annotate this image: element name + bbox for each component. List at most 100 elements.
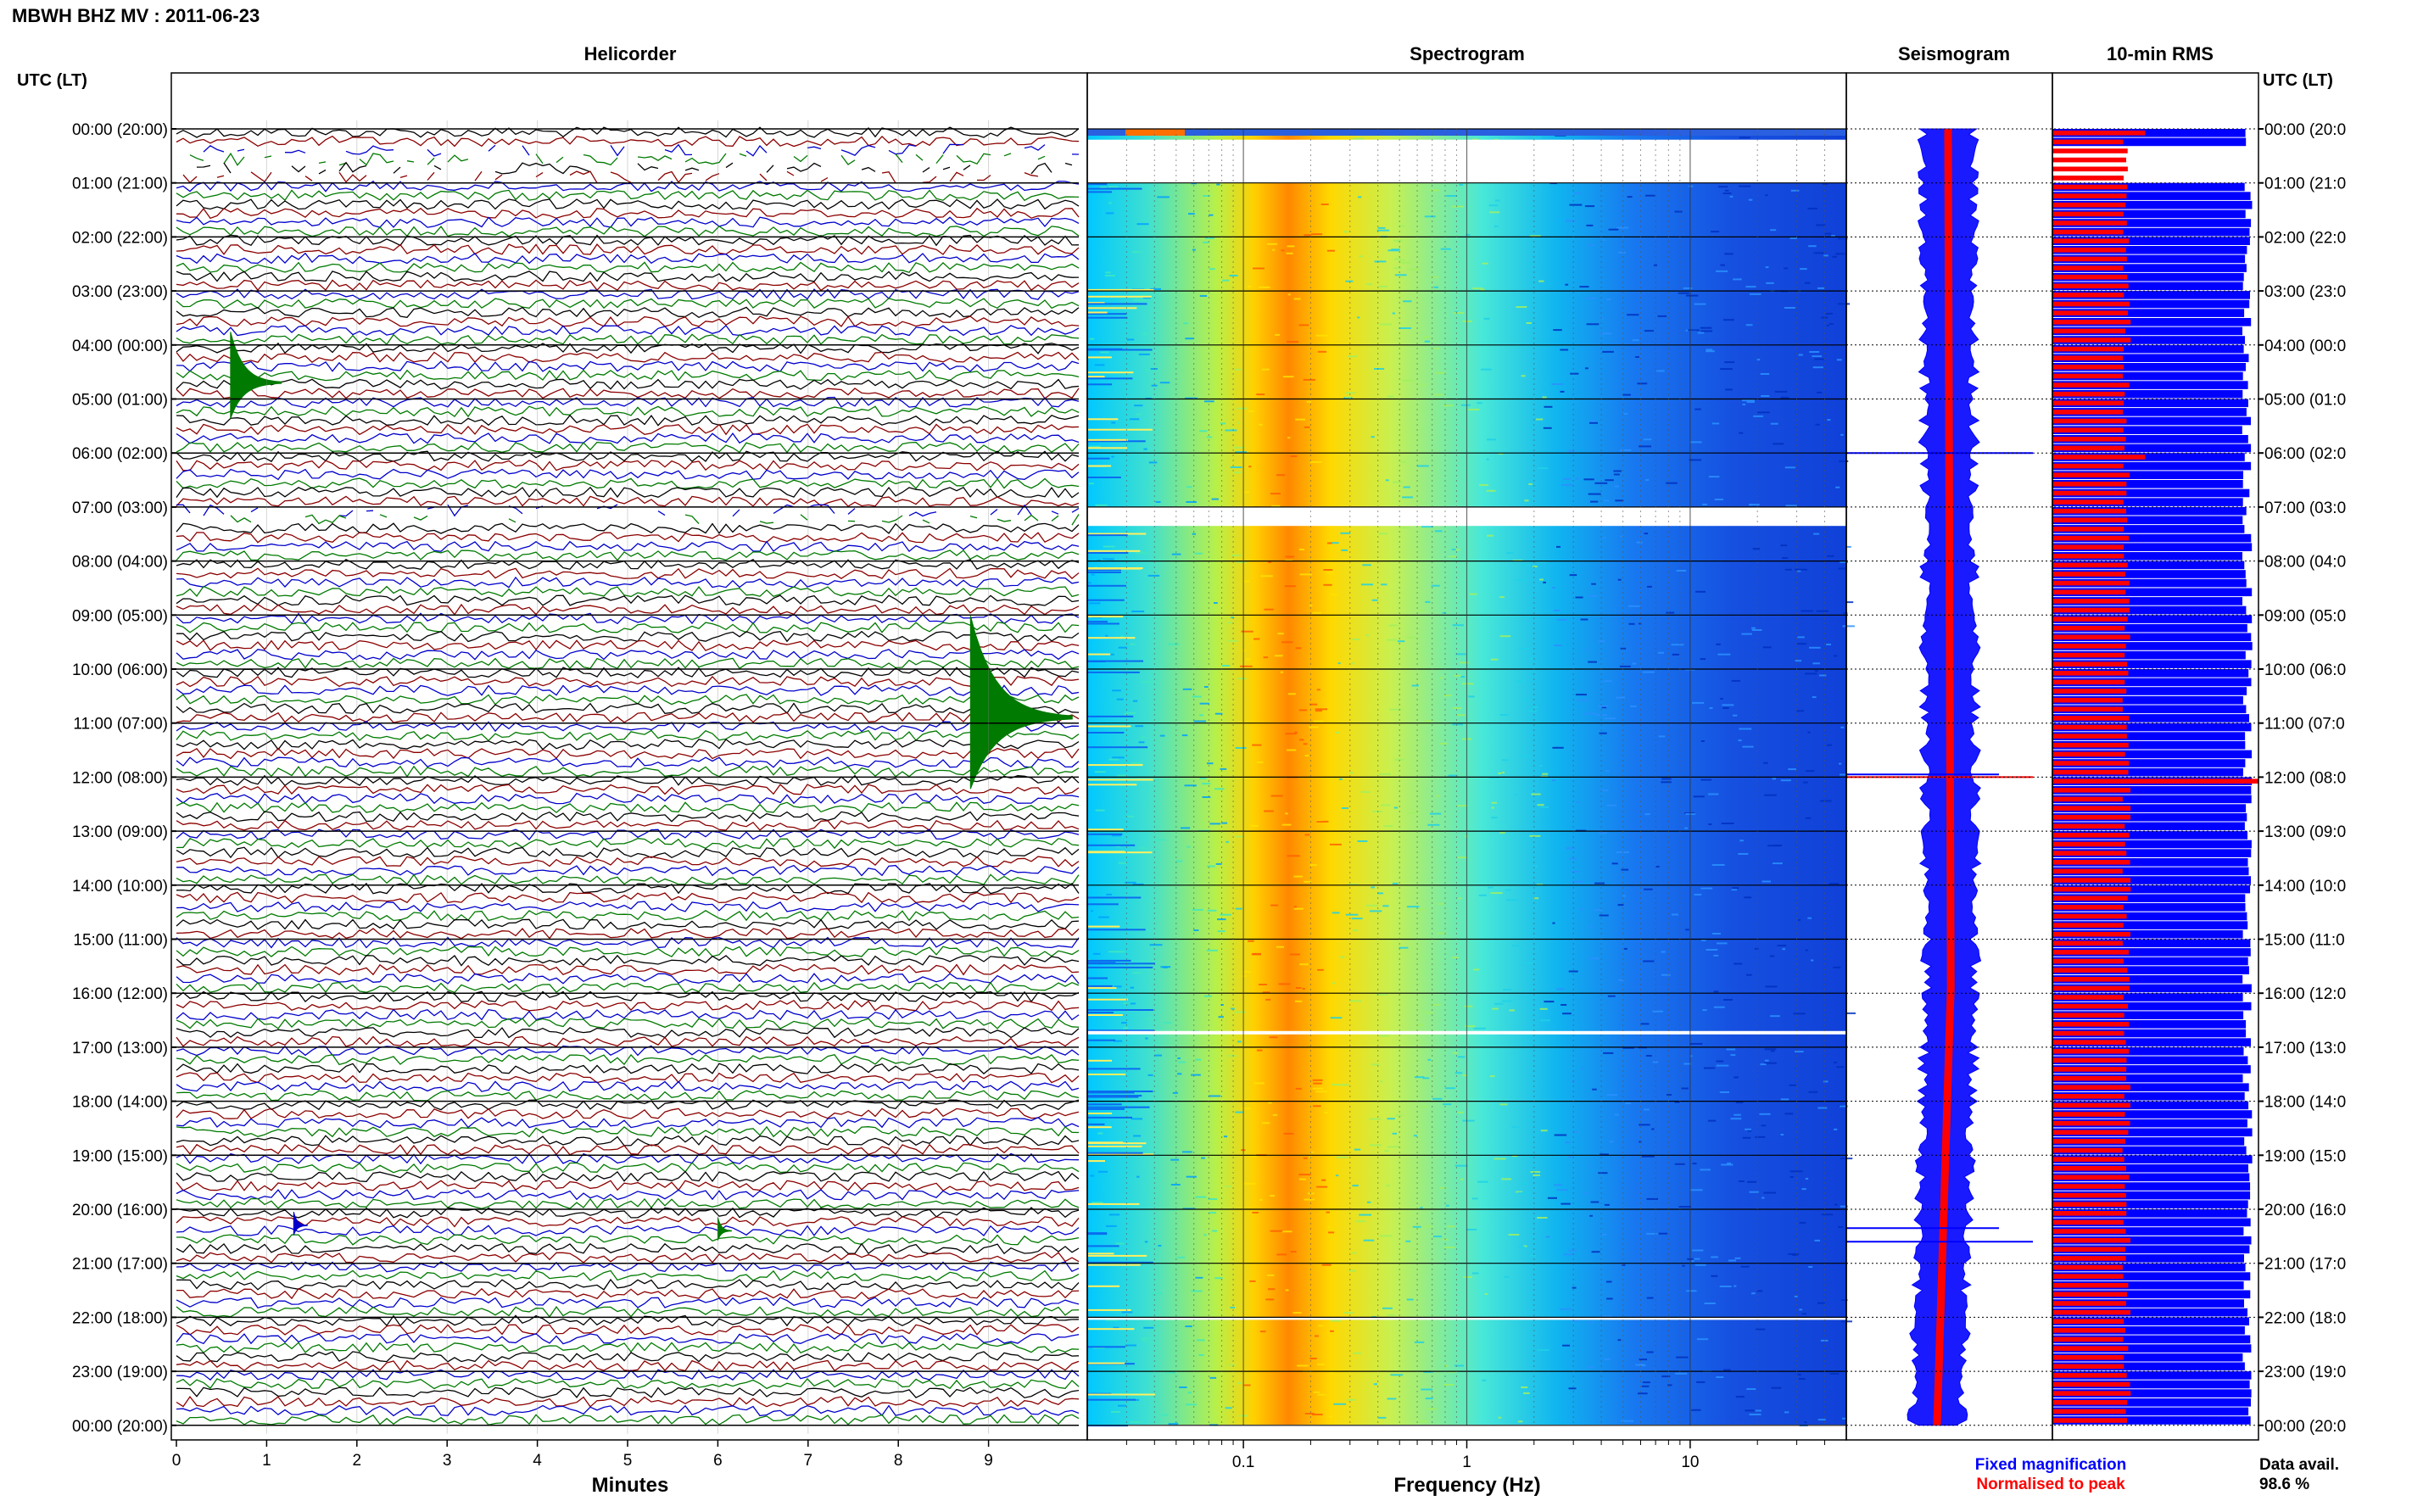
rms-bar-normalised [2052, 1301, 2126, 1306]
spectrogram-streak [1087, 1106, 1150, 1108]
spectrogram-speckle [1449, 555, 1457, 558]
spectrogram-speckle [1661, 778, 1672, 780]
spectrogram-speckle [1644, 330, 1654, 332]
spectrogram-speckle [1644, 888, 1653, 890]
spectrogram-speckle [1468, 409, 1480, 410]
spectrogram-speckle [1599, 832, 1607, 834]
spectrogram-speckle [1589, 1214, 1593, 1217]
spectrogram-speckle [1675, 1372, 1688, 1375]
spectrogram-speckle [1627, 314, 1639, 316]
spectrogram-speckle [1191, 182, 1197, 185]
spectrogram-streak [1087, 833, 1123, 835]
spectrogram-speckle [1373, 1383, 1377, 1386]
rms-bar-normalised [2052, 1094, 2124, 1099]
spectrogram-speckle [1418, 1024, 1423, 1026]
spectrogram-speckle [1185, 397, 1198, 399]
spectrogram-speckle [1782, 948, 1786, 951]
spectrogram-speckle [1311, 233, 1323, 236]
spectrogram-speckle [1821, 1214, 1834, 1216]
spectrogram-speckle [1587, 1366, 1594, 1369]
spectrogram-speckle [1590, 1201, 1600, 1203]
spectrogram-speckle [1539, 764, 1543, 767]
spectrogram-speckle [1651, 1128, 1655, 1130]
spectrogram-speckle [1152, 1292, 1163, 1295]
hour-label-left: 04:00 (00:00) [72, 338, 168, 355]
spectrogram-speckle [1123, 1027, 1128, 1029]
spectrogram-speckle [1141, 1337, 1153, 1340]
spectrogram-speckle [1100, 351, 1109, 354]
spectrogram-speckle [1105, 1319, 1118, 1321]
rms-bar-normalised [2052, 950, 2129, 955]
spectrogram-streak [1087, 1202, 1140, 1205]
spectrogram-speckle [1443, 1103, 1452, 1106]
spectrogram-speckle [1588, 595, 1598, 598]
spectrogram-speckle [1543, 427, 1552, 429]
rms-bar-fixed [2052, 533, 2252, 543]
spectrogram-speckle [1606, 1297, 1613, 1300]
spectrogram-speckle [1702, 503, 1707, 505]
spectrogram-streak [1087, 1059, 1112, 1062]
helicorder-trace [176, 388, 1080, 399]
spectrogram-speckle [1482, 262, 1488, 265]
spectrogram-speckle [1094, 771, 1106, 773]
spectrogram-speckle [1400, 261, 1411, 264]
spectrogram-speckle [1812, 662, 1820, 665]
spectrogram-speckle [1430, 812, 1442, 815]
spectrogram-speckle [1211, 498, 1219, 500]
spectrogram-speckle [1417, 908, 1426, 911]
spectrogram-speckle [1195, 1276, 1203, 1279]
spectrogram-speckle [1603, 537, 1606, 539]
spectrogram-speckle [1298, 739, 1304, 741]
spectrogram-speckle [1644, 1108, 1650, 1111]
spectrogram-speckle [1421, 1388, 1433, 1391]
rms-bar-fixed [2052, 812, 2247, 822]
spectrogram-speckle [1268, 1102, 1272, 1104]
spectrogram-speckle [1589, 925, 1594, 928]
helicorder-trace [176, 1252, 1080, 1264]
hour-label-right: 14:00 (10:0 [2264, 878, 2346, 895]
spectrogram-speckle [1147, 1074, 1153, 1076]
spectrogram-speckle [1259, 1199, 1263, 1201]
hour-label-left: 11:00 (07:00) [73, 716, 168, 734]
spectrogram-speckle [1839, 460, 1849, 462]
spectrogram-speckle [1413, 1135, 1417, 1137]
spectrogram-speckle [1721, 1163, 1734, 1166]
spectrogram-speckle [1197, 1339, 1205, 1342]
rms-bar-normalised [2052, 346, 2124, 352]
spectrogram-speckle [1239, 665, 1253, 667]
spectrogram-speckle [1460, 404, 1471, 406]
spectrogram-speckle [1386, 1185, 1390, 1186]
spectrogram-speckle [1797, 918, 1801, 921]
spectrogram-speckle [1198, 1354, 1204, 1356]
spectrogram-speckle [1756, 1290, 1763, 1292]
spectrogram-speckle [1763, 1191, 1776, 1194]
rms-bar-fixed [2052, 948, 2251, 957]
helicorder-trace [176, 811, 1080, 823]
spectrogram-speckle [1614, 1113, 1619, 1116]
spectrogram-speckle [1220, 422, 1226, 425]
spectrogram-speckle [1242, 971, 1251, 973]
spectrogram-speckle [1265, 1298, 1275, 1301]
spectrogram-speckle [1723, 999, 1733, 1001]
spectrogram-speckle [1351, 662, 1355, 665]
helicorder-trace [176, 1162, 1080, 1174]
spectrogram-speckle [1592, 1088, 1597, 1091]
spectrogram-speckle [1598, 705, 1608, 707]
spectrogram-speckle [1499, 635, 1511, 638]
spectrogram-speckle [1387, 1146, 1400, 1148]
spectrogram-speckle [1270, 1195, 1275, 1197]
spectrogram-speckle [1759, 1113, 1771, 1115]
spectrogram-speckle [1132, 972, 1142, 974]
spectrogram-speckle [1387, 639, 1398, 641]
rms-bar-fixed [2052, 219, 2252, 227]
spectrogram-speckle [1716, 1060, 1724, 1063]
helicorder-trace [176, 1063, 1080, 1074]
spectrogram-speckle [1363, 1239, 1375, 1241]
helicorder-event [717, 1217, 732, 1241]
spectrogram-speckle [1535, 418, 1544, 421]
spectrogram-speckle [1713, 990, 1719, 993]
minutes-tick-label: 7 [804, 1452, 813, 1470]
rms-bar-fixed [2052, 1101, 2249, 1110]
rms-bar-normalised [2052, 679, 2125, 685]
spectrogram-speckle [1263, 656, 1269, 659]
